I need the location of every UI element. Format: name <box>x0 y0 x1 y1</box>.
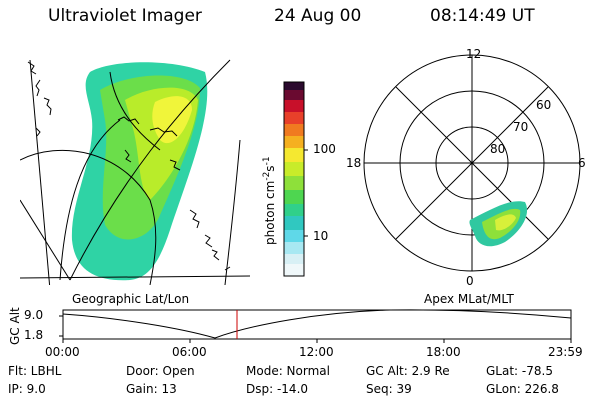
aurora-emission-geo <box>71 62 208 281</box>
lat-label-70: 70 <box>513 120 529 134</box>
instrument-title: Ultraviolet Imager <box>48 6 202 26</box>
timeline-xtick-0600: 06:00 <box>172 345 207 359</box>
lat-label-60: 60 <box>536 98 552 112</box>
polar-plot <box>363 54 581 272</box>
timeline-ytick-9: 9.0 <box>24 308 44 322</box>
mlt-label-18: 18 <box>346 156 362 170</box>
info-seq: Seq: 39 <box>366 382 412 396</box>
mlt-label-12: 12 <box>466 47 482 61</box>
info-gain: Gain: 13 <box>126 382 177 396</box>
info-glon: GLon: 226.8 <box>486 382 559 396</box>
info-door: Door: Open <box>126 364 195 378</box>
colorbar-units-label: photon cm-2s-1 <box>262 156 277 245</box>
info-mode: Mode: Normal <box>246 364 330 378</box>
info-filter: Flt: LBHL <box>8 364 62 378</box>
colorbar-tick-10: 10 <box>313 229 329 243</box>
colorbar <box>283 81 308 277</box>
info-gc-alt: GC Alt: 2.9 Re <box>366 364 450 378</box>
timeline-xtick-1800: 18:00 <box>426 345 461 359</box>
polar-panel-caption: Apex MLat/MLT <box>424 292 514 306</box>
timeline-xtick-1200: 12:00 <box>299 345 334 359</box>
lat-lon-grid <box>20 59 250 285</box>
aurora-emission-polar <box>469 201 528 247</box>
coastlines <box>27 61 231 271</box>
timeline-xtick-0000: 00:00 <box>45 345 80 359</box>
timeline-ylabel: GC Alt <box>8 307 22 345</box>
date-label: 24 Aug 00 <box>274 6 362 26</box>
info-dsp: Dsp: -14.0 <box>246 382 309 396</box>
mlt-label-0: 0 <box>466 274 474 288</box>
geographic-map <box>20 59 250 285</box>
info-ip: IP: 9.0 <box>8 382 46 396</box>
lat-label-80: 80 <box>490 142 506 156</box>
colorbar-tick-100: 100 <box>313 142 336 156</box>
time-label: 08:14:49 UT <box>430 6 535 26</box>
timeline-ytick-1.8: 1.8 <box>24 328 44 342</box>
timeline-xtick-2359: 23:59 <box>548 345 583 359</box>
altitude-timeline <box>59 309 572 343</box>
geo-panel-caption: Geographic Lat/Lon <box>72 292 190 306</box>
info-glat: GLat: -78.5 <box>486 364 553 378</box>
mlt-label-6: 6 <box>578 156 586 170</box>
